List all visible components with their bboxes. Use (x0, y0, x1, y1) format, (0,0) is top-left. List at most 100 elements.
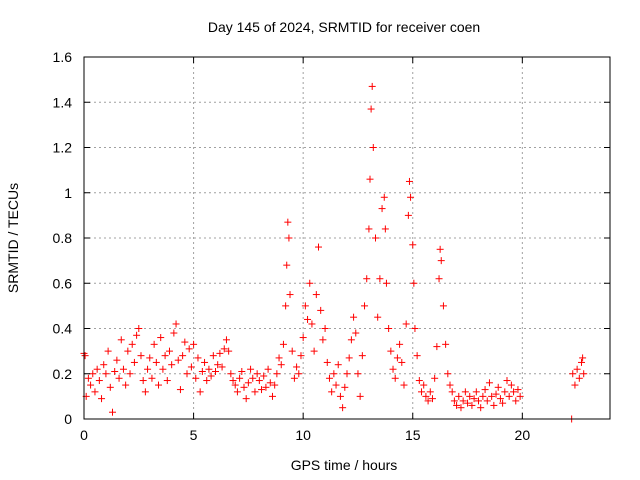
data-point (310, 347, 318, 355)
data-point (284, 218, 292, 226)
data-point (126, 370, 134, 378)
data-point (84, 374, 92, 382)
data-point (122, 381, 130, 389)
data-point (492, 390, 500, 398)
data-point (119, 365, 127, 373)
data-point (380, 193, 388, 201)
y-tick-label: 1.6 (53, 49, 73, 65)
data-point (464, 399, 472, 407)
data-point (148, 374, 156, 382)
data-point (152, 358, 160, 366)
data-point (95, 377, 103, 385)
data-point (374, 313, 382, 321)
axis-ticks: 0 5 10 15 20 0 0.2 0.4 0.6 0.8 1 1.2 1.4 1.6 (53, 49, 610, 443)
data-point (516, 392, 524, 400)
data-point (579, 354, 587, 362)
grid-lines (84, 57, 610, 419)
data-point (358, 352, 366, 360)
data-point (236, 374, 244, 382)
data-point (505, 392, 513, 400)
y-tick-label: 1.4 (53, 94, 73, 110)
data-point (391, 374, 399, 382)
data-point (472, 388, 480, 396)
data-point (428, 395, 436, 403)
data-point (117, 336, 125, 344)
data-point (450, 397, 458, 405)
data-point (111, 367, 119, 375)
data-point (146, 354, 154, 362)
y-tick-label: 1.2 (53, 140, 73, 156)
data-point (201, 358, 209, 366)
data-point (315, 243, 323, 251)
data-point (507, 381, 515, 389)
data-point (295, 370, 303, 378)
data-point (400, 381, 408, 389)
data-point (106, 383, 114, 391)
data-point (455, 392, 463, 400)
data-point (304, 315, 312, 323)
data-point (279, 340, 287, 348)
data-point (442, 340, 450, 348)
data-point (366, 175, 374, 183)
data-point (575, 374, 583, 382)
data-point (405, 177, 413, 185)
data-point (475, 397, 482, 405)
data-point (352, 329, 360, 337)
data-point (93, 365, 101, 373)
data-point (290, 374, 298, 382)
data-point (190, 340, 198, 348)
data-point (371, 234, 379, 242)
data-point (466, 392, 474, 400)
data-point (396, 340, 404, 348)
data-point (130, 358, 138, 366)
data-point (218, 363, 226, 371)
x-tick-label: 20 (515, 427, 531, 443)
data-point (328, 388, 336, 396)
data-point (411, 325, 419, 332)
data-point (139, 377, 147, 385)
data-point (264, 365, 272, 373)
data-point (361, 302, 369, 310)
data-point (365, 225, 373, 233)
data-point (144, 365, 152, 373)
data-point (113, 356, 121, 364)
data-point (485, 379, 493, 387)
data-point (135, 325, 143, 332)
data-point (266, 379, 274, 387)
data-point (275, 354, 283, 362)
data-point (282, 302, 290, 310)
data-point (271, 381, 279, 389)
data-point (378, 205, 386, 213)
data-point (253, 370, 261, 378)
data-point (404, 211, 412, 219)
data-point (108, 408, 116, 416)
data-point (339, 404, 347, 412)
data-point (389, 365, 397, 373)
data-point (393, 354, 401, 362)
data-point (510, 388, 518, 396)
data-point (317, 306, 325, 314)
data-point (185, 345, 193, 353)
data-point (212, 367, 219, 375)
data-point (155, 381, 163, 389)
data-point (255, 377, 263, 385)
data-point (231, 381, 239, 389)
data-point (341, 383, 349, 391)
data-point (483, 397, 491, 405)
data-point (98, 395, 106, 403)
data-point (220, 345, 228, 353)
data-point (222, 336, 230, 344)
data-point (381, 225, 389, 233)
y-axis-label: SRMTID / TECUs (5, 183, 21, 293)
data-point (446, 381, 454, 389)
data-point (216, 349, 224, 357)
data-point (479, 392, 487, 400)
data-point (308, 320, 316, 328)
data-point (369, 144, 377, 151)
data-point (137, 352, 145, 360)
data-point (194, 354, 202, 362)
data-point (453, 401, 461, 409)
data-point (128, 340, 136, 348)
data-point (488, 392, 496, 400)
data-point (229, 377, 237, 385)
